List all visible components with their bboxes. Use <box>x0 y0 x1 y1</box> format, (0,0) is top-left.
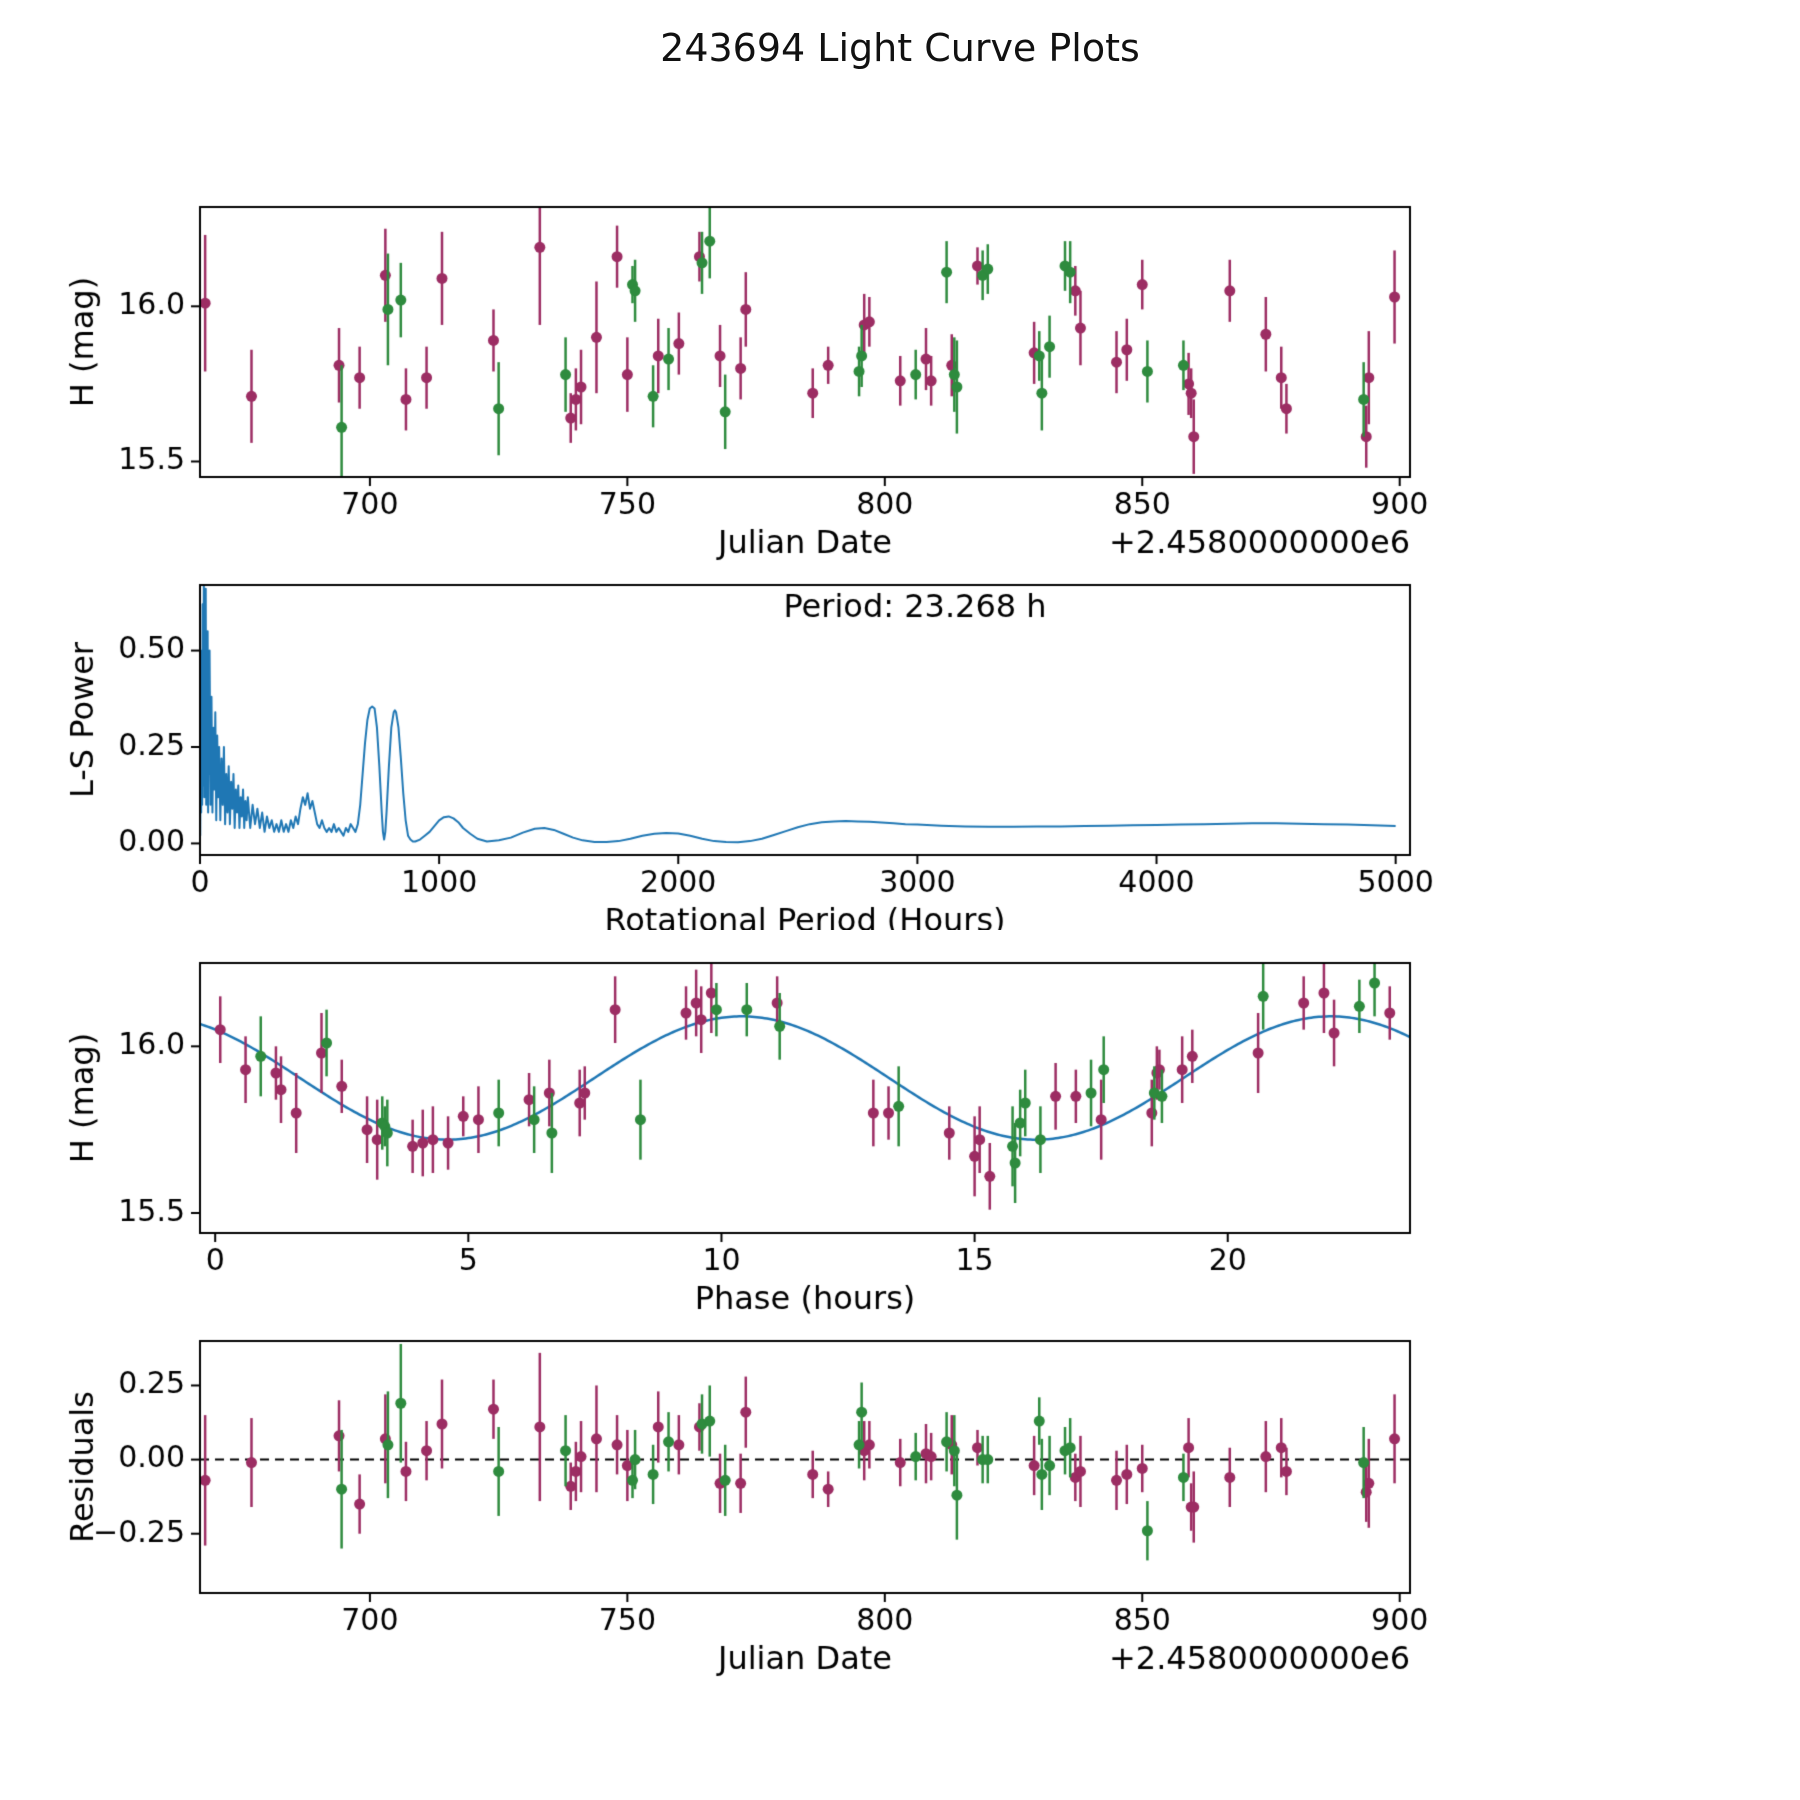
periodogram-chart <box>0 560 1800 930</box>
phase-folded-chart <box>0 930 1800 1340</box>
residuals-chart <box>0 1300 1800 1720</box>
figure-title: 243694 Light Curve Plots <box>660 26 1140 70</box>
lightcurve-chart <box>0 120 1800 570</box>
